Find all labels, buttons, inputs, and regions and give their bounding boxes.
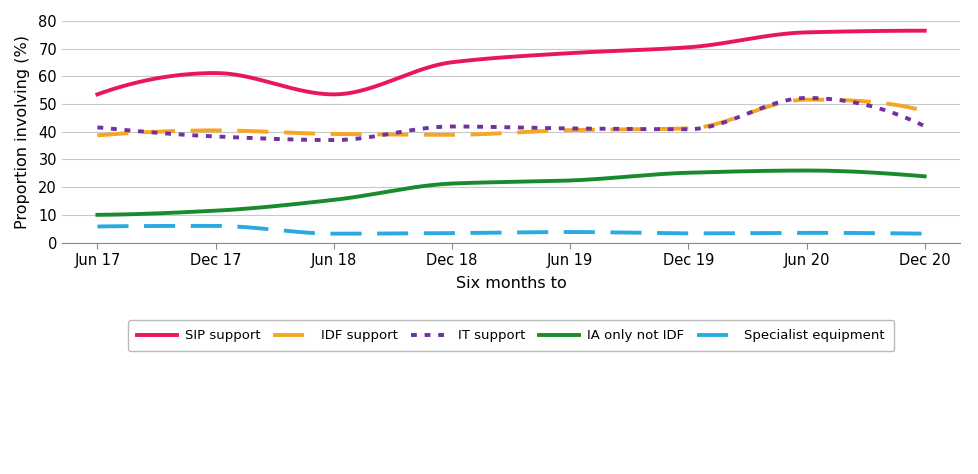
Specialist equipment bbox=[585, 229, 597, 235]
Line: IT support: IT support bbox=[97, 98, 924, 140]
Specialist equipment bbox=[918, 231, 930, 237]
X-axis label: Six months to: Six months to bbox=[455, 276, 566, 291]
SIP support bbox=[898, 28, 910, 34]
IT support bbox=[902, 116, 913, 121]
Specialist equipment bbox=[900, 230, 911, 236]
IDF support bbox=[800, 97, 812, 102]
IDF support bbox=[769, 101, 780, 107]
Legend: SIP support, IDF support, IT support, IA only not IDF, Specialist equipment: SIP support, IDF support, IT support, IA… bbox=[128, 320, 893, 352]
IA only not IDF bbox=[91, 212, 103, 218]
IA only not IDF bbox=[539, 178, 551, 184]
Line: SIP support: SIP support bbox=[97, 31, 924, 94]
IDF support bbox=[539, 128, 551, 134]
Specialist equipment bbox=[540, 229, 552, 235]
SIP support bbox=[918, 28, 930, 34]
IDF support bbox=[91, 133, 103, 138]
IT support bbox=[486, 124, 498, 130]
IA only not IDF bbox=[900, 172, 911, 178]
IDF support bbox=[900, 104, 911, 109]
SIP support bbox=[484, 55, 496, 61]
IT support bbox=[585, 126, 597, 131]
Specialist equipment bbox=[91, 224, 103, 229]
Line: IDF support: IDF support bbox=[97, 100, 924, 136]
Line: Specialist equipment: Specialist equipment bbox=[97, 226, 924, 234]
IA only not IDF bbox=[918, 173, 930, 179]
SIP support bbox=[489, 55, 501, 61]
Y-axis label: Proportion involving (%): Proportion involving (%) bbox=[15, 35, 30, 229]
IDF support bbox=[489, 131, 501, 137]
SIP support bbox=[583, 49, 595, 55]
IA only not IDF bbox=[769, 168, 780, 173]
Line: IA only not IDF: IA only not IDF bbox=[97, 171, 924, 215]
IDF support bbox=[484, 131, 496, 137]
IDF support bbox=[583, 127, 595, 133]
IA only not IDF bbox=[484, 180, 496, 185]
Specialist equipment bbox=[491, 230, 503, 236]
IT support bbox=[771, 100, 782, 106]
SIP support bbox=[539, 52, 551, 57]
SIP support bbox=[769, 32, 780, 38]
IT support bbox=[327, 137, 338, 143]
IA only not IDF bbox=[800, 168, 812, 173]
IA only not IDF bbox=[583, 177, 595, 182]
IT support bbox=[540, 125, 552, 131]
Specialist equipment bbox=[209, 223, 221, 229]
IA only not IDF bbox=[489, 179, 501, 185]
IT support bbox=[491, 124, 503, 130]
IT support bbox=[918, 123, 930, 129]
Specialist equipment bbox=[771, 230, 782, 236]
Specialist equipment bbox=[486, 230, 498, 236]
SIP support bbox=[91, 91, 103, 97]
IT support bbox=[91, 125, 103, 130]
IDF support bbox=[918, 108, 930, 114]
IT support bbox=[800, 95, 812, 101]
